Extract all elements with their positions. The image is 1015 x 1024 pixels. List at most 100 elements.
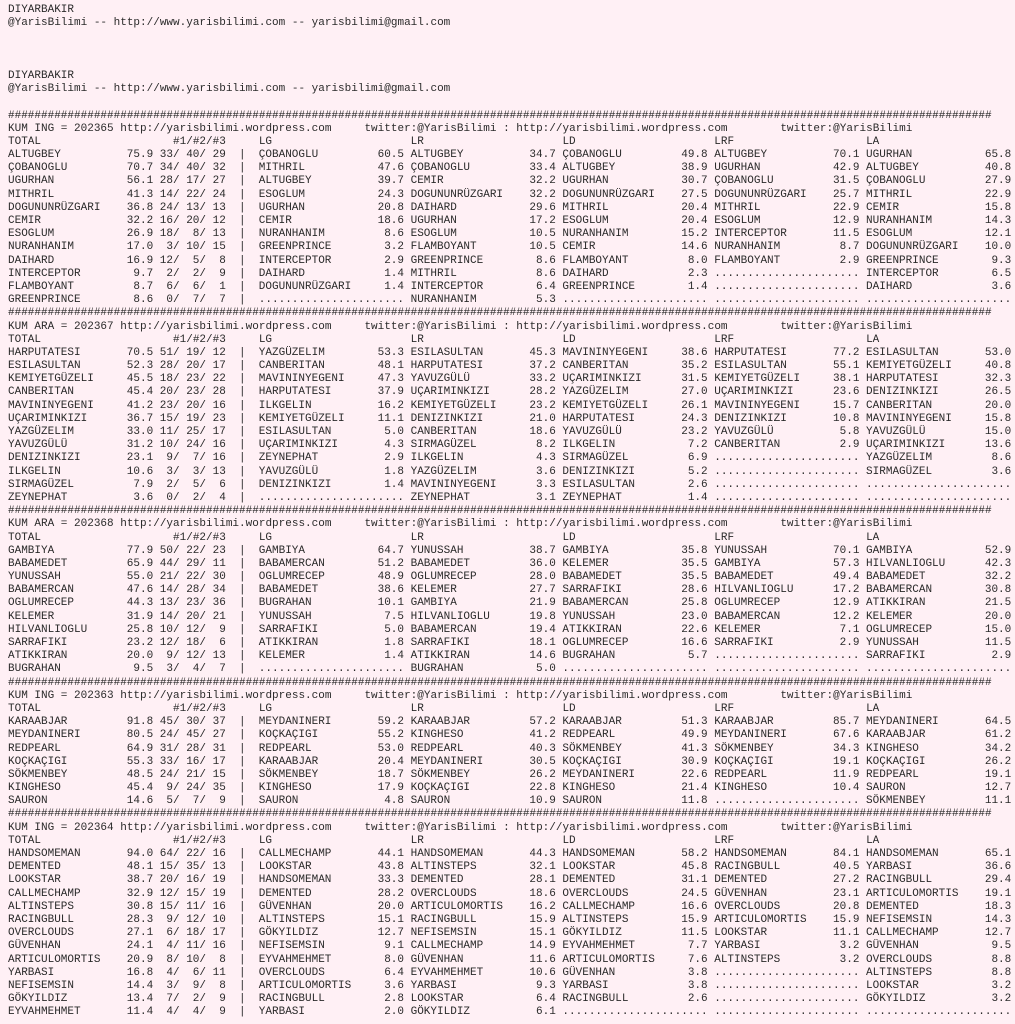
column-divider [226, 584, 259, 597]
cell-score: 16.2 [529, 900, 556, 913]
place-2-count: 28 [186, 742, 200, 755]
empty-cell-dots: ...................... [714, 979, 860, 992]
cell-lrf: ESOGLUM 12.9 [714, 215, 866, 228]
cell-horse-name: UÇARIMINKIZI [258, 439, 339, 452]
cell-la: OGLUMRECEP 15.0 [866, 624, 1011, 637]
total-score: 64.9 [126, 742, 154, 755]
cell-horse-name: ÇOBANOGLU [562, 149, 622, 162]
column-header-la: LA [866, 834, 880, 847]
slash [199, 888, 206, 901]
horse-name: RACINGBULL [8, 913, 75, 926]
cell-score: 32.2 [529, 175, 556, 188]
cell-la: DEMENTED 18.3 [866, 901, 1011, 914]
cell-score: 21.5 [984, 597, 1012, 610]
cell-lg: ALTUGBEY 39.7 [259, 175, 411, 188]
cell-horse-name: YUNUSSAH [562, 610, 616, 623]
slash [173, 439, 180, 452]
total-score: 14.6 [126, 795, 154, 808]
cell-score: 5.3 [536, 294, 556, 307]
cell-score: 1.4 [384, 280, 404, 293]
cell-ld: ALTUGBEY 38.9 [562, 162, 714, 175]
total-score: 31.9 [126, 610, 154, 623]
cell-horse-name: DENIZINKIZI [714, 412, 787, 425]
horse-name: KEMIYETGÜZELI [8, 373, 94, 386]
place-3-count: 9 [219, 267, 226, 280]
cell-score: 47.3 [377, 373, 404, 386]
cell-score: 34.2 [984, 742, 1012, 755]
cell-lg: CANBERITAN 48.1 [259, 360, 411, 373]
cell-ld: RACINGBULL 2.6 [562, 993, 714, 1006]
blank-line [8, 57, 1015, 70]
cell-score: 11.1 [833, 927, 860, 940]
cell-horse-name: ATIKKIRAN [258, 637, 319, 649]
cell-horse-name: DAIHARD [562, 267, 609, 280]
column-divider [226, 624, 259, 637]
cell-lg: MAVININYEGENI 47.3 [259, 373, 411, 386]
cell-horse-name: NURANHANIM [866, 215, 933, 227]
race-title: KUM ING = 202363 http://yarisbilimi.word… [8, 689, 913, 702]
cell-la: LOOKSTAR 3.2 [866, 980, 1011, 993]
cell-horse-name: CEMIR [258, 215, 292, 227]
blank-line [8, 30, 1015, 43]
cell-horse-name: GÖKYILDIZ [410, 1006, 471, 1019]
cell-score: 64.5 [984, 716, 1012, 729]
cell-horse-name: GÜVENHAN [562, 966, 616, 979]
place-2-count: 8 [192, 228, 200, 241]
column-divider [226, 149, 259, 162]
cell-lrf: ...................... [714, 281, 866, 294]
cell-lrf: ...................... [714, 268, 866, 281]
table-row: SÖKMENBEY48.5242115SÖKMENBEY18.7SÖKMENBE… [8, 769, 1015, 782]
place-2-count: 16 [186, 874, 200, 887]
cell-horse-name: KEMIYETGÜZELI [562, 399, 649, 412]
cell-score: 41.3 [681, 742, 708, 755]
column-divider [226, 861, 259, 874]
place-2-count: 6 [192, 966, 200, 979]
cell-ld: UÇARIMINKIZI 31.5 [562, 373, 714, 386]
place-1-count: 18 [159, 228, 173, 241]
cell-score: 30.5 [529, 755, 556, 768]
cell-la: BABAMEDET 32.2 [866, 571, 1011, 584]
slash [173, 914, 180, 927]
cell-score: 55.1 [833, 360, 860, 373]
place-3-count: 9 [219, 1006, 226, 1019]
cell-horse-name: HARPUTATESI [258, 386, 332, 399]
slash [173, 1006, 180, 1019]
empty-cell-dots: ...................... [714, 966, 860, 979]
cell-lg: KINGHESO 17.9 [259, 782, 411, 795]
cell-score: 11.5 [681, 927, 708, 940]
column-header-places: #1/#2/#3 [173, 135, 226, 148]
cell-horse-name: INTERCEPTOR [714, 228, 787, 241]
table-row: SIRMAGÜZEL 7.9 2 5 6 DENIZINKIZI 1.4 MAVININYEG… [8, 479, 1015, 492]
table-row: MEYDANINERI 80.5 24 45 27 KOÇKAÇIGI 55.2 KINGHE… [8, 729, 1015, 742]
cell-score: 11.5 [833, 228, 860, 241]
cell-horse-name: FLAMBOYANT [410, 241, 477, 254]
place-2-count: 2 [192, 993, 200, 1006]
cell-lrf: GAMBIYA 57.3 [714, 558, 866, 571]
cell-horse-name: CANBERITAN [562, 360, 629, 373]
place-2-count: 21 [186, 768, 200, 781]
cell-lr: BABAMERCAN 19.4 [411, 624, 563, 637]
cell-score: 12.2 [833, 610, 860, 623]
cell-horse-name: CEMIR [562, 241, 596, 254]
cell-horse-name: OGLUMRECEP [866, 623, 933, 636]
column-header-la: LA [866, 333, 880, 346]
horse-name: YARBASI [8, 966, 55, 979]
horse-name: UÇARIMINKIZI [8, 412, 88, 425]
total-score: 14.4 [126, 979, 154, 992]
slash [173, 980, 180, 993]
cell-horse-name: CALLMECHAMP [562, 900, 636, 913]
table-row: CALLMECHAMP 32.9 12 15 19 DEMENTED 28.2 OVERCLO… [8, 888, 1015, 901]
place-3-count: 30 [212, 571, 226, 584]
cell-score: 65.1 [984, 848, 1012, 860]
cell-horse-name: UÇARIMINKIZI [866, 439, 946, 452]
cell-horse-name: DEMENTED [258, 887, 312, 900]
place-3-count: 16 [212, 900, 226, 913]
cell-lg: OGLUMRECEP 48.9 [259, 571, 411, 584]
cell-horse-name: KOÇKAÇIGI [410, 782, 471, 795]
cell-horse-name: BABAMEDET [562, 571, 622, 584]
cell-la: GAMBIYA 52.9 [866, 545, 1011, 558]
column-header-lr: LR [410, 531, 424, 544]
slash [173, 373, 180, 386]
cell-horse-name: HANDSOMEMAN [714, 848, 787, 860]
cell-score: 23.0 [681, 610, 708, 623]
